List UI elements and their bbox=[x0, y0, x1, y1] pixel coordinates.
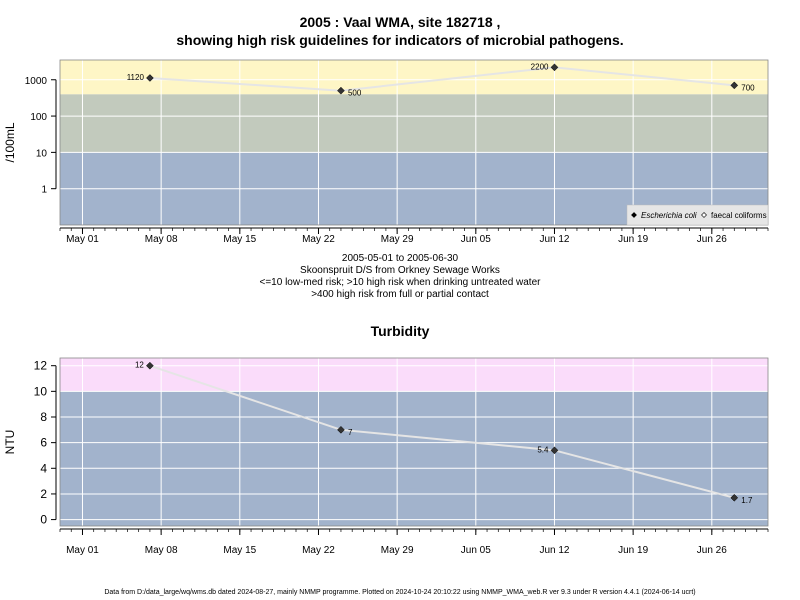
series-line bbox=[149, 66, 735, 92]
x-tick-label: May 29 bbox=[381, 234, 414, 245]
data-label: 5.4 bbox=[537, 445, 549, 454]
x-tick-label: Jun 26 bbox=[697, 545, 727, 556]
y-tick-label: 10 bbox=[36, 148, 48, 159]
data-label: 500 bbox=[348, 89, 362, 98]
x-tick-label: Jun 12 bbox=[539, 234, 569, 245]
guideline-note-drinking: <=10 low-med risk; >10 high risk when dr… bbox=[259, 277, 541, 288]
data-point bbox=[730, 493, 739, 502]
x-tick-label: May 01 bbox=[66, 234, 99, 245]
x-tick-label: May 22 bbox=[302, 545, 335, 556]
turbidity-title: Turbidity bbox=[370, 323, 430, 339]
x-tick-label: May 15 bbox=[223, 234, 256, 245]
x-tick-label: Jun 26 bbox=[697, 234, 727, 245]
data-point bbox=[146, 74, 154, 82]
data-label: 7 bbox=[348, 428, 353, 437]
y-tick-label: 12 bbox=[34, 359, 48, 373]
y-tick-label: 10 bbox=[34, 384, 48, 398]
data-label: 12 bbox=[135, 361, 144, 370]
y-tick-label: 4 bbox=[40, 461, 47, 475]
x-tick-label: Jun 05 bbox=[461, 545, 491, 556]
y-tick-label: 1000 bbox=[25, 76, 48, 87]
y-tick-label: 6 bbox=[40, 436, 47, 450]
x-tick-label: May 29 bbox=[381, 545, 414, 556]
risk-band bbox=[60, 358, 768, 392]
data-label: 1.7 bbox=[741, 496, 753, 505]
guideline-note-contact: >400 high risk from full or partial cont… bbox=[311, 289, 489, 300]
data-point bbox=[146, 361, 154, 370]
plot-frame bbox=[59, 59, 769, 226]
footer-note: Data from D:/data_large/wq/wms.db dated … bbox=[104, 589, 696, 596]
open-diamond-icon bbox=[701, 212, 707, 218]
plot-frame bbox=[59, 357, 769, 527]
x-tick-label: Jun 19 bbox=[618, 545, 648, 556]
data-label: 700 bbox=[741, 83, 755, 92]
site-name: Skoonspruit D/S from Orkney Sewage Works bbox=[300, 265, 500, 276]
x-tick-label: Jun 12 bbox=[539, 545, 569, 556]
y-tick-label: 8 bbox=[40, 410, 47, 424]
x-tick-label: May 08 bbox=[145, 545, 178, 556]
risk-band bbox=[60, 94, 768, 153]
y-tick-label: 100 bbox=[30, 112, 47, 123]
x-tick-label: May 01 bbox=[66, 545, 99, 556]
microbial-chart: May 01 May 08 May 15 May 22 May 29 Jun 05 Jun … bbox=[3, 59, 769, 245]
y-tick-label: 0 bbox=[40, 513, 47, 527]
x-tick-label: May 15 bbox=[223, 545, 256, 556]
data-point bbox=[337, 425, 345, 434]
legend-box bbox=[626, 204, 769, 226]
data-point bbox=[730, 81, 739, 90]
x-tick-label: May 22 bbox=[302, 234, 335, 245]
chart-title-line1: 2005 : Vaal WMA, site 182718 , bbox=[299, 14, 501, 30]
data-label: 2200 bbox=[531, 62, 549, 71]
data-label: 1120 bbox=[127, 73, 145, 82]
legend-label: faecal coliforms bbox=[711, 211, 767, 220]
date-range: 2005-05-01 to 2005-06-30 bbox=[341, 253, 459, 264]
chart-title-line2: showing high risk guidelines for indicat… bbox=[176, 32, 624, 48]
data-point bbox=[337, 86, 345, 95]
risk-band bbox=[60, 391, 768, 526]
y-tick-label: 2 bbox=[40, 487, 47, 501]
x-tick-label: Jun 05 bbox=[461, 234, 491, 245]
y-axis-label: NTU bbox=[3, 430, 17, 455]
y-axis-label: /100mL bbox=[3, 122, 17, 162]
y-tick-label: 1 bbox=[41, 185, 47, 196]
x-tick-label: Jun 19 bbox=[618, 234, 648, 245]
turbidity-chart: May 01 May 08 May 15 May 22 May 29 Jun 05 Jun … bbox=[3, 357, 769, 556]
filled-diamond-icon bbox=[631, 212, 637, 218]
legend-label: Escherichia coli bbox=[641, 211, 697, 220]
data-point bbox=[550, 63, 559, 72]
data-point bbox=[550, 446, 559, 455]
x-tick-label: May 08 bbox=[145, 234, 178, 245]
series-line bbox=[149, 364, 735, 499]
